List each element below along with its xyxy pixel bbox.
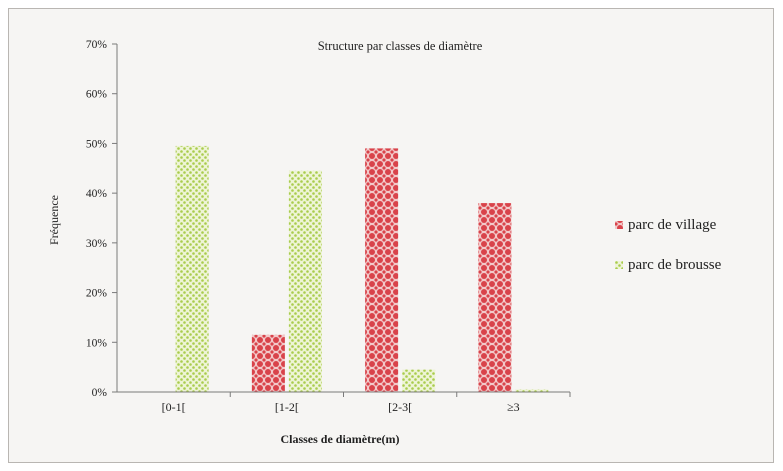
x-tick-label: [0-1[ <box>162 400 186 414</box>
y-tick-label: 60% <box>86 89 108 101</box>
bar-brousse-2 <box>402 369 436 392</box>
x-tick-label: ≥3 <box>507 400 520 414</box>
x-tick-label: [1-2[ <box>275 400 299 414</box>
y-tick-label: 30% <box>86 238 108 250</box>
x-tick-label: [2-3[ <box>388 400 412 414</box>
legend-label-brousse: parc de brousse <box>628 257 722 273</box>
bars-group <box>175 145 549 392</box>
y-tick-label: 0% <box>92 387 108 399</box>
y-tick-label: 20% <box>86 288 108 300</box>
bar-brousse-0 <box>175 145 209 392</box>
x-axis-ticks: [0-1[ [1-2[ [2-3[ ≥3 <box>162 392 571 414</box>
chart-title: Structure par classes de diamètre <box>318 39 483 53</box>
legend-swatch-brousse <box>615 261 623 269</box>
x-axis-label: Classes de diamètre(m) <box>280 432 399 446</box>
bar-brousse-1 <box>288 170 322 392</box>
legend: parc de village parc de brousse <box>615 217 722 273</box>
legend-swatch-village <box>615 221 623 229</box>
bar-brousse-3 <box>515 389 549 392</box>
y-axis-label: Fréquence <box>47 195 61 245</box>
bar-village-1 <box>251 334 285 392</box>
y-tick-label: 50% <box>86 138 108 150</box>
y-axis-ticks: 0% 10% 20% 30% 40% 50% 60% 70% <box>86 39 117 399</box>
y-tick-label: 70% <box>86 39 108 51</box>
y-tick-label: 10% <box>86 337 108 349</box>
legend-label-village: parc de village <box>628 217 717 233</box>
bar-village-3 <box>478 203 512 392</box>
y-tick-label: 40% <box>86 188 108 200</box>
bar-village-2 <box>365 148 399 392</box>
